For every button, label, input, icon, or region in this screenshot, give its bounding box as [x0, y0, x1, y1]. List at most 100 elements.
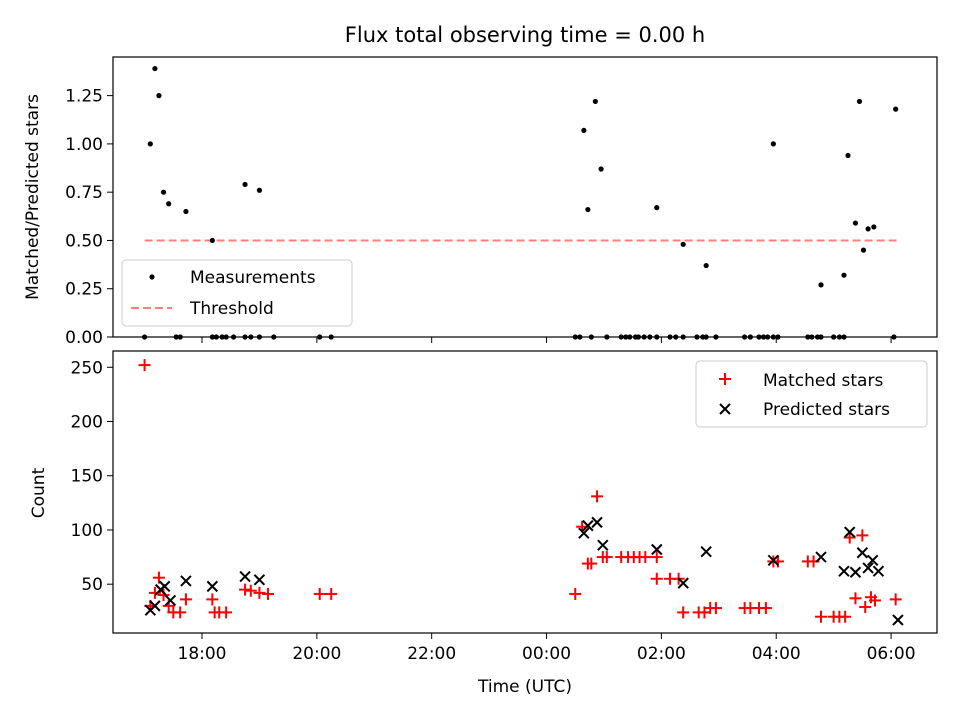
matched-star-point — [179, 593, 192, 606]
measurement-point — [852, 220, 859, 226]
measurement-point — [156, 93, 162, 99]
matched-star-point — [650, 572, 663, 585]
matched-star-point — [313, 587, 326, 600]
matched-star-point — [157, 589, 170, 602]
bottom-x-tick-label: 00:00 — [522, 644, 571, 664]
legend-predicted-label: Predicted stars — [763, 400, 890, 420]
bottom-x-tick-label: 22:00 — [407, 644, 456, 664]
measurement-point — [818, 282, 824, 288]
top-legend: Measurements Threshold — [121, 259, 353, 327]
predicted-star-point — [815, 551, 827, 563]
bottom-x-tick-label: 20:00 — [292, 644, 341, 664]
predicted-star-point — [253, 574, 266, 586]
measurement-point — [865, 226, 871, 232]
top-y-ticks: 0.00 0.25 0.50 0.75 1.00 1.25 — [65, 87, 113, 348]
matched-star-point — [148, 586, 161, 599]
top-y-tick-label: 0.00 — [65, 328, 103, 348]
bottom-y-ticks: 50 100 150 200 250 — [71, 358, 113, 595]
legend-matched-label: Matched stars — [763, 371, 883, 391]
measurement-point — [703, 262, 709, 269]
bottom-y-tick-label: 200 — [71, 413, 103, 433]
matched-star-point — [677, 606, 690, 619]
measurement-point — [147, 141, 153, 147]
predicted-star-point — [849, 566, 862, 578]
measurement-point — [860, 247, 867, 253]
predicted-star-point — [180, 575, 192, 587]
matched-star-point — [220, 606, 233, 619]
matched-star-point — [815, 610, 828, 623]
top-plot-frame — [112, 56, 938, 338]
predicted-star-point — [578, 527, 590, 539]
matched-star-point — [253, 586, 266, 599]
matched-star-point — [325, 587, 338, 600]
predicted-star-point — [856, 547, 869, 559]
measurement-point — [856, 98, 863, 105]
bottom-legend: Matched stars Predicted stars — [695, 360, 928, 428]
matched-star-point — [262, 587, 275, 600]
matched-star-point — [849, 592, 862, 605]
predicted-star-point — [164, 594, 177, 607]
top-y-axis-label: Matched/Predicted stars — [23, 94, 43, 300]
predicted-star-point — [866, 554, 879, 567]
measurement-point — [256, 187, 263, 193]
bottom-x-ticks: 18:00 20:00 22:00 00:00 02:00 04:00 06:00 — [178, 633, 916, 664]
measurement-point — [209, 237, 215, 244]
bottom-x-tick-label: 02:00 — [637, 644, 686, 664]
predicted-star-point — [767, 554, 780, 567]
measurement-point — [242, 181, 248, 188]
bottom-y-axis-label: Count — [29, 467, 49, 518]
matched-star-point — [244, 584, 257, 597]
measurement-point — [166, 201, 172, 207]
measurement-point — [598, 166, 604, 172]
predicted-star-point — [838, 565, 850, 577]
predicted-star-point — [677, 577, 689, 589]
matched-star-point — [206, 593, 219, 606]
matched-star-point — [650, 551, 663, 564]
legend-measurements-marker — [149, 274, 155, 280]
bottom-x-tick-label: 18:00 — [178, 644, 227, 664]
bottom-plot-frame — [112, 350, 938, 634]
bottom-x-tick-label: 04:00 — [752, 644, 801, 664]
matched-star-point — [856, 529, 869, 542]
bottom-y-tick-label: 50 — [81, 575, 103, 595]
predicted-star-point — [844, 526, 856, 538]
matched-star-point — [569, 587, 582, 600]
measurement-point — [770, 141, 776, 147]
top-series — [141, 65, 899, 340]
top-y-tick-label: 0.50 — [65, 231, 103, 251]
top-y-tick-label: 0.75 — [65, 183, 103, 203]
top-panel: Flux total observing time = 0.00 h Match… — [23, 23, 938, 348]
matched-star-point — [759, 602, 772, 615]
measurement-point — [183, 208, 189, 215]
matched-star-point — [239, 583, 252, 596]
predicted-star-point — [149, 600, 161, 612]
matched-star-point — [138, 359, 151, 372]
legend-measurements-label: Measurements — [190, 268, 316, 288]
predicted-star-point — [892, 614, 904, 626]
measurement-point — [893, 106, 899, 112]
matched-star-point — [868, 594, 881, 607]
matched-star-point — [709, 602, 722, 615]
bottom-panel: Count Time (UTC) 50 100 150 200 250 18:00 20:… — [29, 350, 938, 697]
matched-star-point — [600, 551, 613, 564]
top-legend-box — [121, 259, 353, 327]
predicted-star-point — [597, 539, 609, 551]
bottom-x-tick-label: 06:00 — [867, 644, 916, 664]
matched-star-point — [839, 610, 852, 623]
measurement-point — [871, 224, 877, 230]
predicted-star-point — [651, 543, 663, 556]
top-y-tick-label: 0.25 — [65, 280, 103, 300]
predicted-star-point — [700, 545, 712, 558]
chart-title: Flux total observing time = 0.00 h — [345, 23, 705, 47]
matched-star-point — [585, 557, 598, 570]
measurement-point — [585, 206, 591, 213]
bottom-legend-box — [695, 360, 928, 428]
legend-matched-marker — [719, 373, 731, 385]
bottom-y-tick-label: 150 — [71, 467, 103, 487]
matched-star-point — [859, 600, 872, 613]
measurement-point — [581, 127, 587, 133]
x-axis-label: Time (UTC) — [477, 677, 572, 697]
matched-star-point — [152, 571, 165, 584]
